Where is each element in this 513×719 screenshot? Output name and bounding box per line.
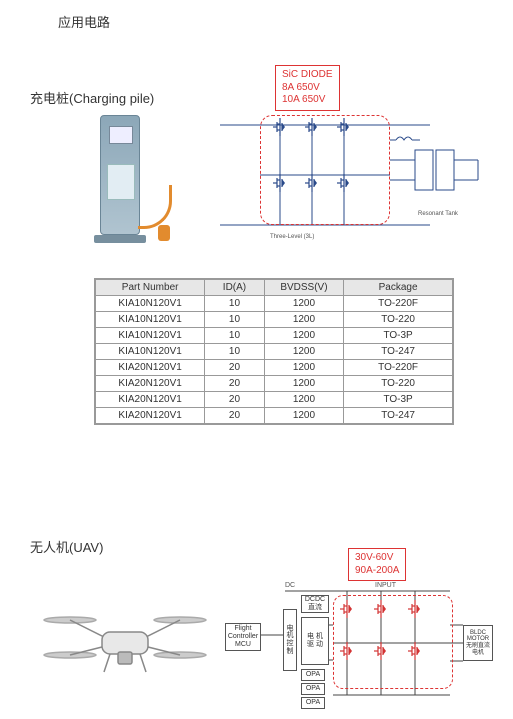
table-cell: TO-220F — [344, 296, 453, 312]
table-cell: 20 — [205, 392, 264, 408]
table-cell: 10 — [205, 296, 264, 312]
drone-svg — [40, 600, 210, 690]
callout-line: SiC DIODE — [282, 69, 333, 82]
table-cell: 1200 — [264, 328, 344, 344]
callout-line: 90A-200A — [355, 565, 399, 578]
drive-block: 电 机 驱 动 — [301, 617, 329, 665]
table-row: KIA20N120V1201200TO-220 — [96, 376, 453, 392]
section1-title: 充电桩(Charging pile) — [30, 88, 154, 107]
opa3-block: OPA — [301, 697, 325, 709]
uav-circuit-diagram: DC INPUT Flight Controller MCU 电 机 控 制 D… — [225, 585, 495, 710]
dc-label: DC — [285, 582, 295, 589]
parts-table-element: Part NumberID(A)BVDSS(V)Package KIA10N12… — [95, 279, 453, 424]
table-cell: KIA10N120V1 — [96, 296, 205, 312]
opa1-block: OPA — [301, 669, 325, 681]
three-level-label: Three-Level (3L) — [270, 234, 314, 240]
table-row: KIA20N120V1201200TO-3P — [96, 392, 453, 408]
motor-ctrl-block: 电 机 控 制 — [283, 609, 297, 671]
table-cell: 10 — [205, 328, 264, 344]
mosfet-icon — [408, 600, 422, 618]
table-header: Package — [344, 280, 453, 296]
charging-pile-illustration — [100, 115, 158, 245]
table-cell: TO-220 — [344, 312, 453, 328]
table-header: BVDSS(V) — [264, 280, 344, 296]
uav-spec-callout: 30V-60V 90A-200A — [348, 548, 406, 581]
mosfet-icon — [374, 642, 388, 660]
mosfet-icon — [273, 118, 287, 136]
table-cell: KIA20N120V1 — [96, 408, 205, 424]
mosfet-icon — [340, 600, 354, 618]
table-cell: TO-247 — [344, 344, 453, 360]
table-cell: 1200 — [264, 312, 344, 328]
table-cell: 10 — [205, 312, 264, 328]
charger-plug — [158, 225, 170, 241]
table-cell: 20 — [205, 376, 264, 392]
callout-line: 30V-60V — [355, 552, 399, 565]
flight-controller-block: Flight Controller MCU — [225, 623, 261, 651]
parts-table: Part NumberID(A)BVDSS(V)Package KIA10N12… — [94, 278, 454, 425]
mosfet-icon — [337, 174, 351, 192]
mosfet-icon — [408, 642, 422, 660]
charging-circuit-schematic: Three-Level (3L) Resonant Tank — [220, 105, 480, 240]
callout-line: 8A 650V — [282, 82, 333, 95]
charger-body — [100, 115, 140, 235]
sic-diode-callout: SiC DIODE 8A 650V 10A 650V — [275, 65, 340, 111]
table-cell: TO-3P — [344, 328, 453, 344]
table-cell: TO-247 — [344, 408, 453, 424]
mosfet-icon — [305, 118, 319, 136]
table-row: KIA10N120V1101200TO-3P — [96, 328, 453, 344]
table-cell: 10 — [205, 344, 264, 360]
section2-title: 无人机(UAV) — [30, 537, 103, 556]
mosfet-icon — [340, 642, 354, 660]
table-cell: KIA10N120V1 — [96, 344, 205, 360]
table-cell: 1200 — [264, 360, 344, 376]
table-cell: 1200 — [264, 408, 344, 424]
table-header: Part Number — [96, 280, 205, 296]
page-title: 应用电路 — [58, 12, 110, 31]
table-cell: KIA20N120V1 — [96, 360, 205, 376]
charger-base — [94, 235, 146, 243]
table-cell: KIA20N120V1 — [96, 392, 205, 408]
table-row: KIA20N120V1201200TO-220F — [96, 360, 453, 376]
table-row: KIA10N120V1101200TO-247 — [96, 344, 453, 360]
table-cell: 20 — [205, 408, 264, 424]
table-cell: 1200 — [264, 376, 344, 392]
bldc-motor-block: BLDC MOTOR 无刷直流电机 — [463, 625, 493, 661]
table-row: KIA10N120V1101200TO-220F — [96, 296, 453, 312]
table-cell: TO-3P — [344, 392, 453, 408]
opa2-block: OPA — [301, 683, 325, 695]
table-cell: 20 — [205, 360, 264, 376]
dcdc-block: DCDC 直流 — [301, 595, 329, 613]
table-cell: TO-220 — [344, 376, 453, 392]
table-row: KIA20N120V1201200TO-247 — [96, 408, 453, 424]
charger-cable — [138, 185, 172, 229]
mosfet-icon — [337, 118, 351, 136]
table-cell: KIA10N120V1 — [96, 328, 205, 344]
mosfet-icon — [273, 174, 287, 192]
table-cell: 1200 — [264, 344, 344, 360]
mosfet-icon — [374, 600, 388, 618]
resonant-tank-label: Resonant Tank — [418, 211, 459, 217]
charger-screen — [109, 126, 133, 144]
mosfet-icon — [305, 174, 319, 192]
table-cell: KIA20N120V1 — [96, 376, 205, 392]
input-label: INPUT — [375, 582, 396, 589]
table-row: KIA10N120V1101200TO-220 — [96, 312, 453, 328]
table-header: ID(A) — [205, 280, 264, 296]
table-cell: KIA10N120V1 — [96, 312, 205, 328]
table-cell: 1200 — [264, 392, 344, 408]
table-cell: 1200 — [264, 296, 344, 312]
uav-illustration — [40, 600, 210, 690]
table-cell: TO-220F — [344, 360, 453, 376]
charger-panel — [107, 164, 135, 200]
